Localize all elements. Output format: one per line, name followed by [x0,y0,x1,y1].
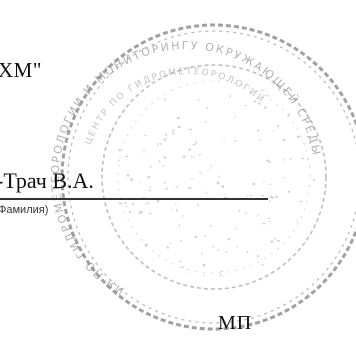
stamp-place-label: МП [218,312,253,334]
signature-line [0,198,268,200]
name-caption: Фамилия) [0,204,49,216]
organization-name-fragment: ХМ" [0,58,42,82]
signer-name: -Трач В.А. [0,168,94,193]
seal-inner-text: ЦЕНТР ПО ГИДРОМЕТЕОРОЛОГИИ [84,67,267,146]
